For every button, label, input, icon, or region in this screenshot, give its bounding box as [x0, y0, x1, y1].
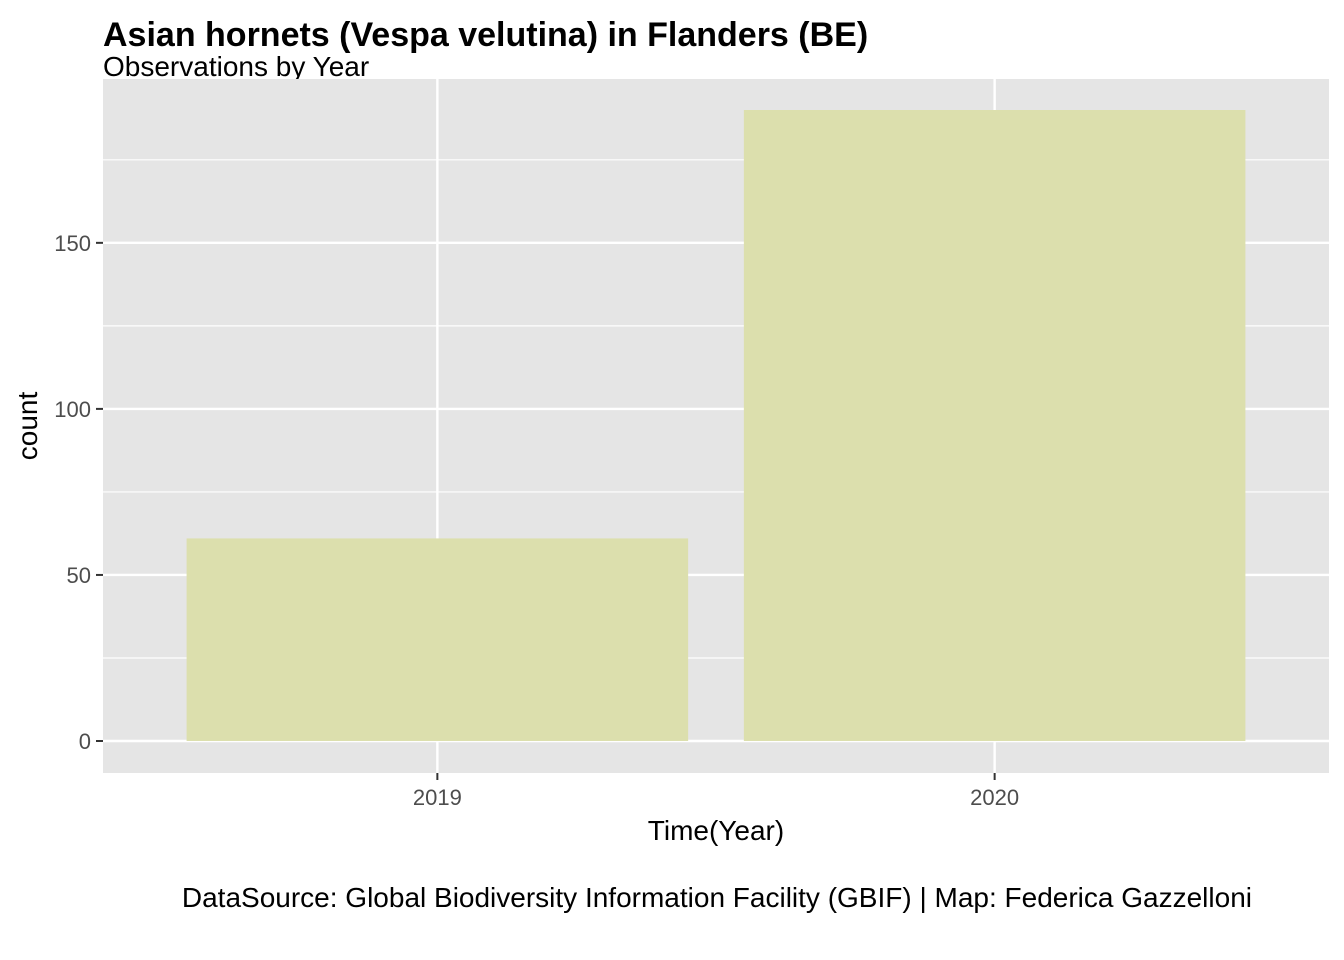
bar-2020	[743, 110, 1246, 741]
y-tick-label: 0	[79, 729, 91, 754]
y-tick-label: 150	[54, 231, 91, 256]
bars	[186, 110, 1246, 741]
x-tick-label: 2019	[413, 785, 462, 810]
chart-caption: DataSource: Global Biodiversity Informat…	[182, 882, 1252, 913]
y-tick-label: 100	[54, 397, 91, 422]
x-tick-label: 2020	[970, 785, 1019, 810]
bar-2019	[186, 538, 689, 741]
y-axis: 0 50 100 150	[54, 231, 103, 754]
chart-subtitle: Observations by Year	[103, 51, 369, 82]
x-axis: 2019 2020	[413, 773, 1019, 810]
x-axis-title: Time(Year)	[648, 815, 784, 846]
y-axis-title: count	[12, 392, 43, 461]
y-tick-label: 50	[67, 563, 91, 588]
chart-title: Asian hornets (Vespa velutina) in Flande…	[103, 16, 868, 54]
